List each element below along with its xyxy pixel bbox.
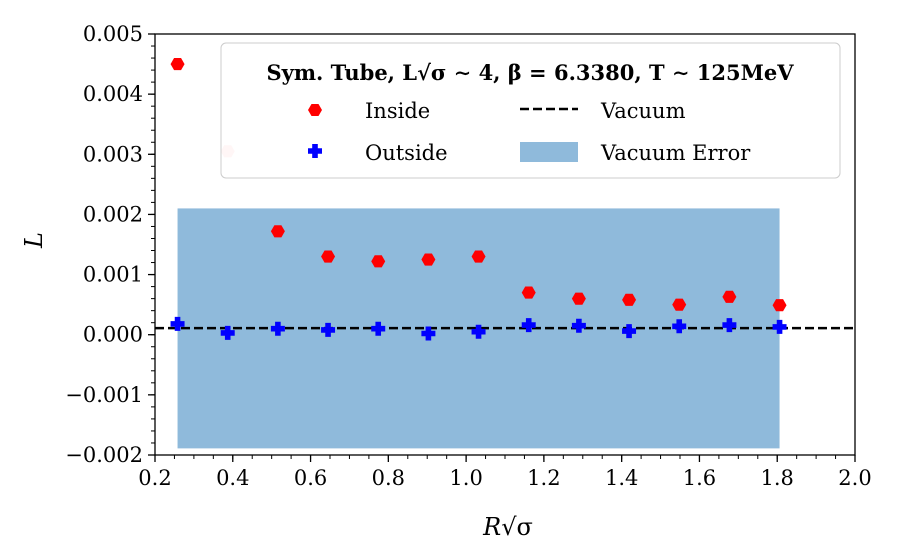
legend-frame xyxy=(220,42,841,179)
x-tick-label: 1.8 xyxy=(761,466,794,490)
inside-series-layer xyxy=(170,58,787,312)
outside-point xyxy=(521,318,536,333)
legend-inside-label: Inside xyxy=(365,99,430,123)
y-tick-label: −0.001 xyxy=(65,383,143,407)
inside-point xyxy=(170,58,185,71)
x-tick-label: 1.0 xyxy=(449,466,482,490)
x-tick-label: 0.8 xyxy=(372,466,405,490)
legend-title: Sym. Tube, L√σ ∼ 4, β = 6.3380, T ∼ 125M… xyxy=(266,60,794,85)
inside-point xyxy=(772,299,787,312)
x-tick-label: 2.0 xyxy=(838,466,871,490)
y-tick-label: −0.002 xyxy=(65,443,143,467)
inside-point xyxy=(421,253,436,266)
legend-outside-marker xyxy=(308,144,322,158)
y-tick-label: 0.004 xyxy=(83,82,143,106)
outside-point xyxy=(722,318,737,333)
outside-point xyxy=(220,325,235,340)
y-tick-label: 0.000 xyxy=(83,323,143,347)
outside-point xyxy=(421,326,436,341)
y-tick-label: 0.001 xyxy=(83,263,143,287)
y-tick-label: 0.005 xyxy=(83,22,143,46)
outside-point xyxy=(270,321,285,336)
inside-point xyxy=(270,225,285,238)
inside-point xyxy=(622,293,637,306)
outside-point xyxy=(622,324,637,339)
inside-point xyxy=(371,255,386,268)
legend: Sym. Tube, L√σ ∼ 4, β = 6.3380, T ∼ 125M… xyxy=(220,42,841,179)
inside-point xyxy=(521,286,536,299)
inside-point xyxy=(571,292,586,305)
x-tick-label: 1.6 xyxy=(683,466,716,490)
outside-point xyxy=(170,316,185,331)
legend-vacuum-error-swatch xyxy=(520,142,578,162)
outside-point xyxy=(471,324,486,339)
outside-point xyxy=(371,321,386,336)
inside-point xyxy=(722,290,737,303)
y-tick-label: 0.003 xyxy=(83,142,143,166)
legend-outside-label: Outside xyxy=(365,141,448,165)
outside-series-layer xyxy=(170,316,787,341)
y-tick-label: 0.002 xyxy=(83,202,143,226)
x-tick-label: 0.2 xyxy=(138,466,171,490)
inside-point xyxy=(471,250,486,263)
tick-layer: 0.2 0.4 0.6 0.8 1.0 1.2 1.4 1.6 1.8 2.0 −0.002 −0.0… xyxy=(65,22,871,490)
outside-point xyxy=(672,319,687,334)
inside-point xyxy=(672,298,687,311)
legend-inside-marker xyxy=(308,103,322,117)
x-tick-label: 1.4 xyxy=(605,466,638,490)
legend-vacuum-label: Vacuum xyxy=(600,99,686,123)
outside-point xyxy=(321,322,336,337)
inside-point xyxy=(321,250,336,263)
y-axis-label: L xyxy=(20,232,48,249)
x-tick-label: 0.4 xyxy=(216,466,249,490)
x-tick-label: 0.6 xyxy=(294,466,327,490)
x-axis-label: R√σ xyxy=(482,513,533,541)
x-tick-label: 1.2 xyxy=(527,466,560,490)
outside-point xyxy=(571,318,586,333)
outside-point xyxy=(772,319,787,334)
legend-vacuum-error-label: Vacuum Error xyxy=(600,141,751,165)
